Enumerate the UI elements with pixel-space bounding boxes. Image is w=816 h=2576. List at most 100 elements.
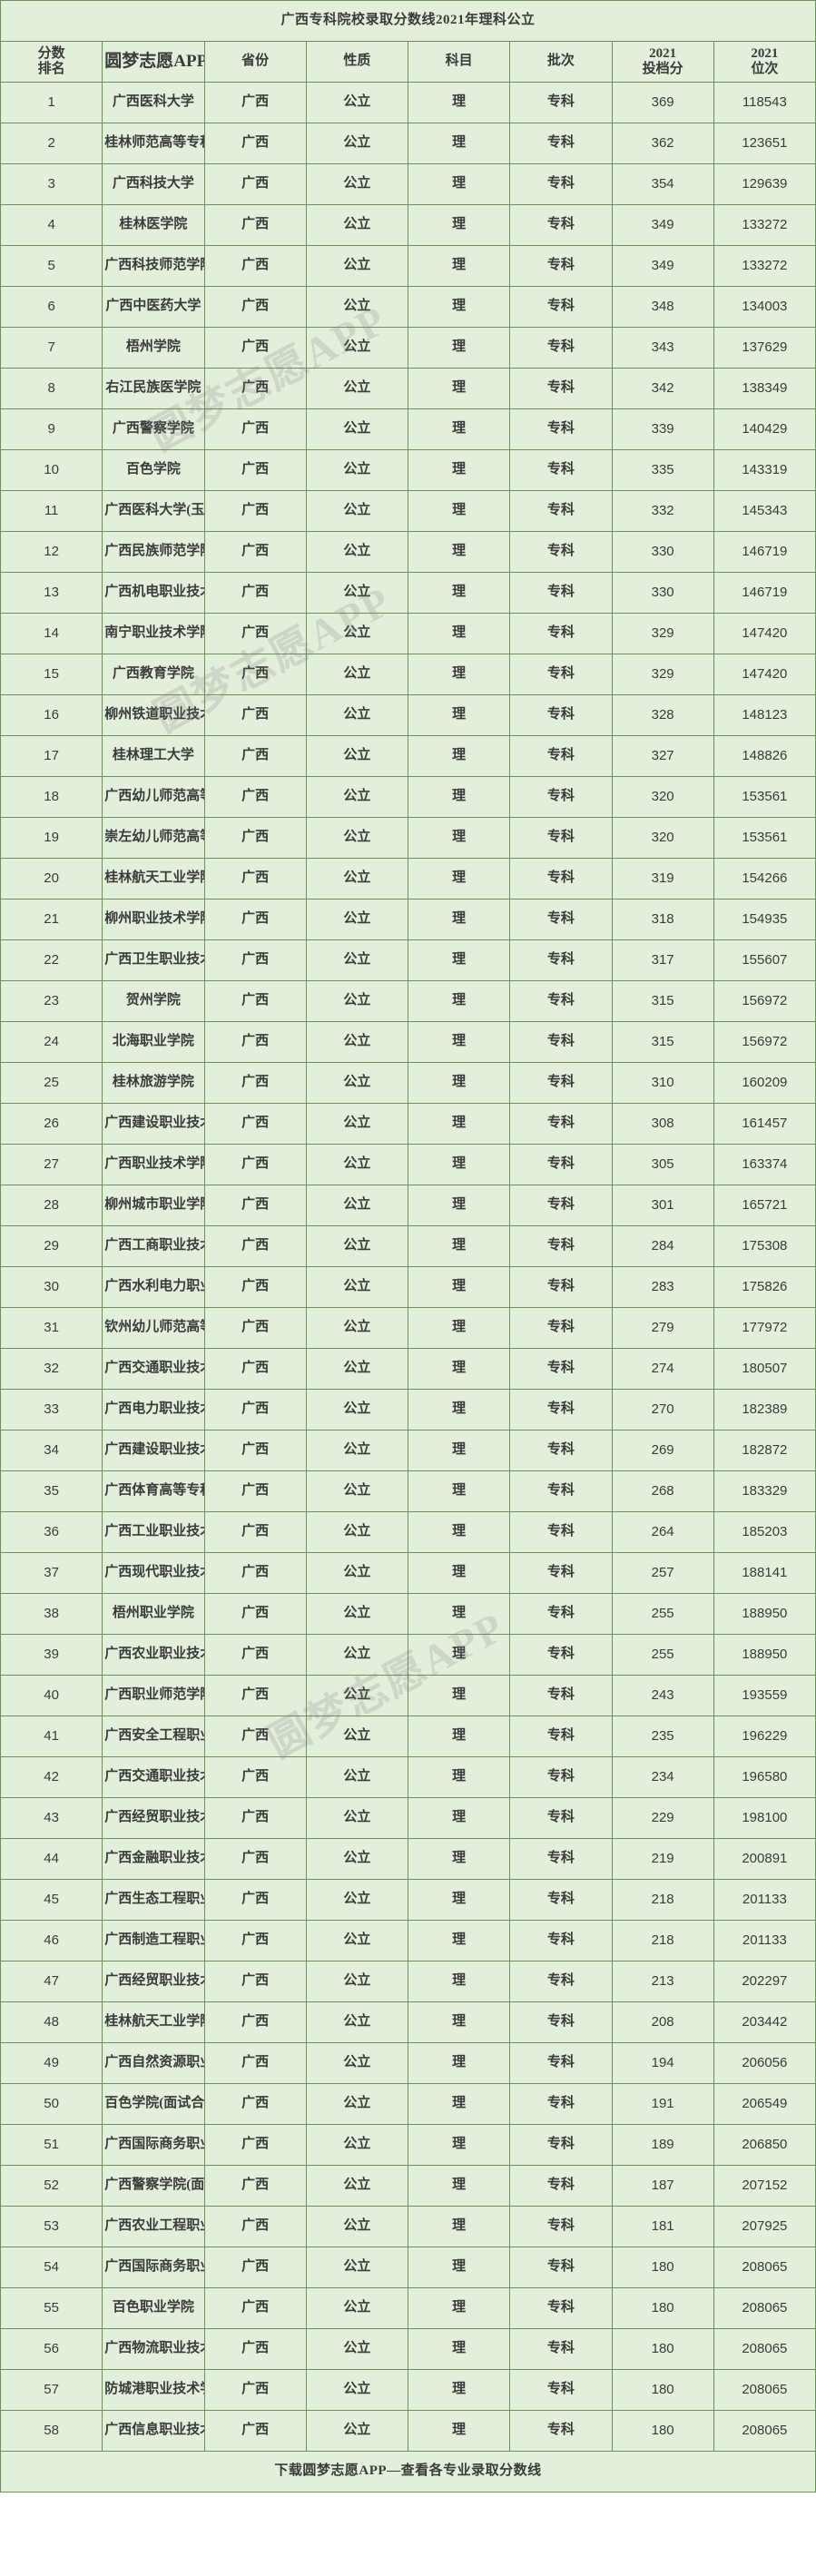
cell-rank: 53 [0, 2206, 103, 2247]
table-row: 49广西自然资源职业技术学院广西公立理专科194206056 [0, 2042, 816, 2084]
cell-subject: 理 [407, 2410, 511, 2452]
cell-batch: 专科 [509, 899, 613, 940]
cell-nature: 公立 [305, 1225, 409, 1267]
cell-province: 广西 [203, 858, 307, 900]
cell-nature: 公立 [305, 82, 409, 123]
cell-rank: 29 [0, 1225, 103, 1267]
cell-batch: 专科 [509, 858, 613, 900]
cell-rank: 34 [0, 1430, 103, 1471]
cell-position: 156972 [713, 980, 816, 1022]
cell-position: 140429 [713, 408, 816, 450]
cell-school-name: 广西国际商务职业技术学院 [102, 2247, 205, 2288]
cell-school-name: 广西职业师范学院 [102, 1675, 205, 1716]
cell-province: 广西 [203, 1675, 307, 1716]
column-header-score: 2021 投档分 [611, 41, 714, 83]
cell-nature: 公立 [305, 2083, 409, 2125]
cell-subject: 理 [407, 1348, 511, 1390]
cell-school-name: 广西幼儿师范高等专科学校 [102, 776, 205, 818]
cell-batch: 专科 [509, 1920, 613, 1961]
table-row: 26广西建设职业技术学院广西公立理专科308161457 [0, 1103, 816, 1145]
cell-subject: 理 [407, 1307, 511, 1349]
position-header-label: 位次 [751, 62, 779, 76]
table-row: 24 北海职业学院 广西 公立理专科 315 156972 [0, 1021, 816, 1063]
cell-rank: 7 [0, 327, 103, 369]
cell-province: 广西 [203, 1511, 307, 1553]
cell-batch: 专科 [509, 1021, 613, 1063]
cell-rank: 6 [0, 286, 103, 328]
cell-rank: 40 [0, 1675, 103, 1716]
cell-rank: 37 [0, 1552, 103, 1594]
cell-province: 广西 [203, 1185, 307, 1226]
cell-score: 213 [611, 1961, 714, 2002]
cell-position: 196580 [713, 1756, 816, 1798]
cell-position: 185203 [713, 1511, 816, 1553]
cell-rank: 19 [0, 817, 103, 859]
cell-subject: 理 [407, 654, 511, 695]
cell-nature: 公立 [305, 123, 409, 164]
cell-position: 207925 [713, 2206, 816, 2247]
cell-position: 143319 [713, 449, 816, 491]
cell-subject: 理 [407, 1838, 511, 1880]
cell-batch: 专科 [509, 2287, 613, 2329]
cell-position: 206056 [713, 2042, 816, 2084]
cell-nature: 公立 [305, 572, 409, 614]
cell-batch: 专科 [509, 2165, 613, 2207]
cell-province: 广西 [203, 2247, 307, 2288]
cell-school-name: 百色学院(面试合格) [102, 2083, 205, 2125]
cell-position: 123651 [713, 123, 816, 164]
cell-batch: 专科 [509, 1797, 613, 1839]
cell-rank: 54 [0, 2247, 103, 2288]
cell-batch: 专科 [509, 572, 613, 614]
cell-position: 147420 [713, 654, 816, 695]
cell-school-name: 广西交通职业技术学院 [102, 1348, 205, 1390]
table-row: 44广西金融职业技术学院广西公立理专科219200891 [0, 1838, 816, 1880]
table-row: 38 梧州职业学院 广西 公立理专科 255 188950 [0, 1593, 816, 1635]
cell-score: 327 [611, 735, 714, 777]
cell-score: 339 [611, 408, 714, 450]
cell-batch: 专科 [509, 1062, 613, 1104]
cell-subject: 理 [407, 1225, 511, 1267]
cell-position: 182872 [713, 1430, 816, 1471]
cell-rank: 39 [0, 1634, 103, 1676]
cell-score: 362 [611, 123, 714, 164]
cell-position: 208065 [713, 2287, 816, 2329]
cell-nature: 公立 [305, 245, 409, 287]
cell-province: 广西 [203, 2001, 307, 2043]
cell-score: 187 [611, 2165, 714, 2207]
cell-rank: 25 [0, 1062, 103, 1104]
cell-batch: 专科 [509, 2369, 613, 2411]
score-header-year: 2021 [649, 45, 677, 61]
table-row: 5 广西科技师范学院 广西 公立理专科 349 133272 [0, 245, 816, 287]
cell-score: 369 [611, 82, 714, 123]
table-row: 56广西物流职业技术学院广西公立理专科180208065 [0, 2328, 816, 2370]
cell-rank: 13 [0, 572, 103, 614]
cell-school-name: 桂林师范高等专科学校 [102, 123, 205, 164]
cell-score: 317 [611, 939, 714, 981]
cell-nature: 公立 [305, 1103, 409, 1145]
cell-subject: 理 [407, 408, 511, 450]
cell-batch: 专科 [509, 939, 613, 981]
cell-score: 319 [611, 858, 714, 900]
cell-score: 330 [611, 531, 714, 573]
table-row: 33广西电力职业技术学院广西公立理专科270182389 [0, 1389, 816, 1431]
cell-nature: 公立 [305, 1552, 409, 1594]
table-row: 40 广西职业师范学院 广西 公立理专科 243 193559 [0, 1675, 816, 1716]
cell-rank: 12 [0, 531, 103, 573]
cell-nature: 公立 [305, 490, 409, 532]
cell-school-name: 广西信息职业技术学院 [102, 2410, 205, 2452]
cell-nature: 公立 [305, 1838, 409, 1880]
cell-position: 180507 [713, 1348, 816, 1390]
cell-nature: 公立 [305, 1879, 409, 1921]
cell-position: 188141 [713, 1552, 816, 1594]
cell-batch: 专科 [509, 123, 613, 164]
column-header-province: 省份 [203, 41, 307, 83]
cell-score: 330 [611, 572, 714, 614]
cell-school-name: 广西安全工程职业技术学院 [102, 1716, 205, 1757]
cell-nature: 公立 [305, 899, 409, 940]
cell-rank: 28 [0, 1185, 103, 1226]
cell-nature: 公立 [305, 694, 409, 736]
cell-province: 广西 [203, 1756, 307, 1798]
table-row: 54广西国际商务职业技术学院广西公立理专科180208065 [0, 2247, 816, 2288]
cell-province: 广西 [203, 123, 307, 164]
